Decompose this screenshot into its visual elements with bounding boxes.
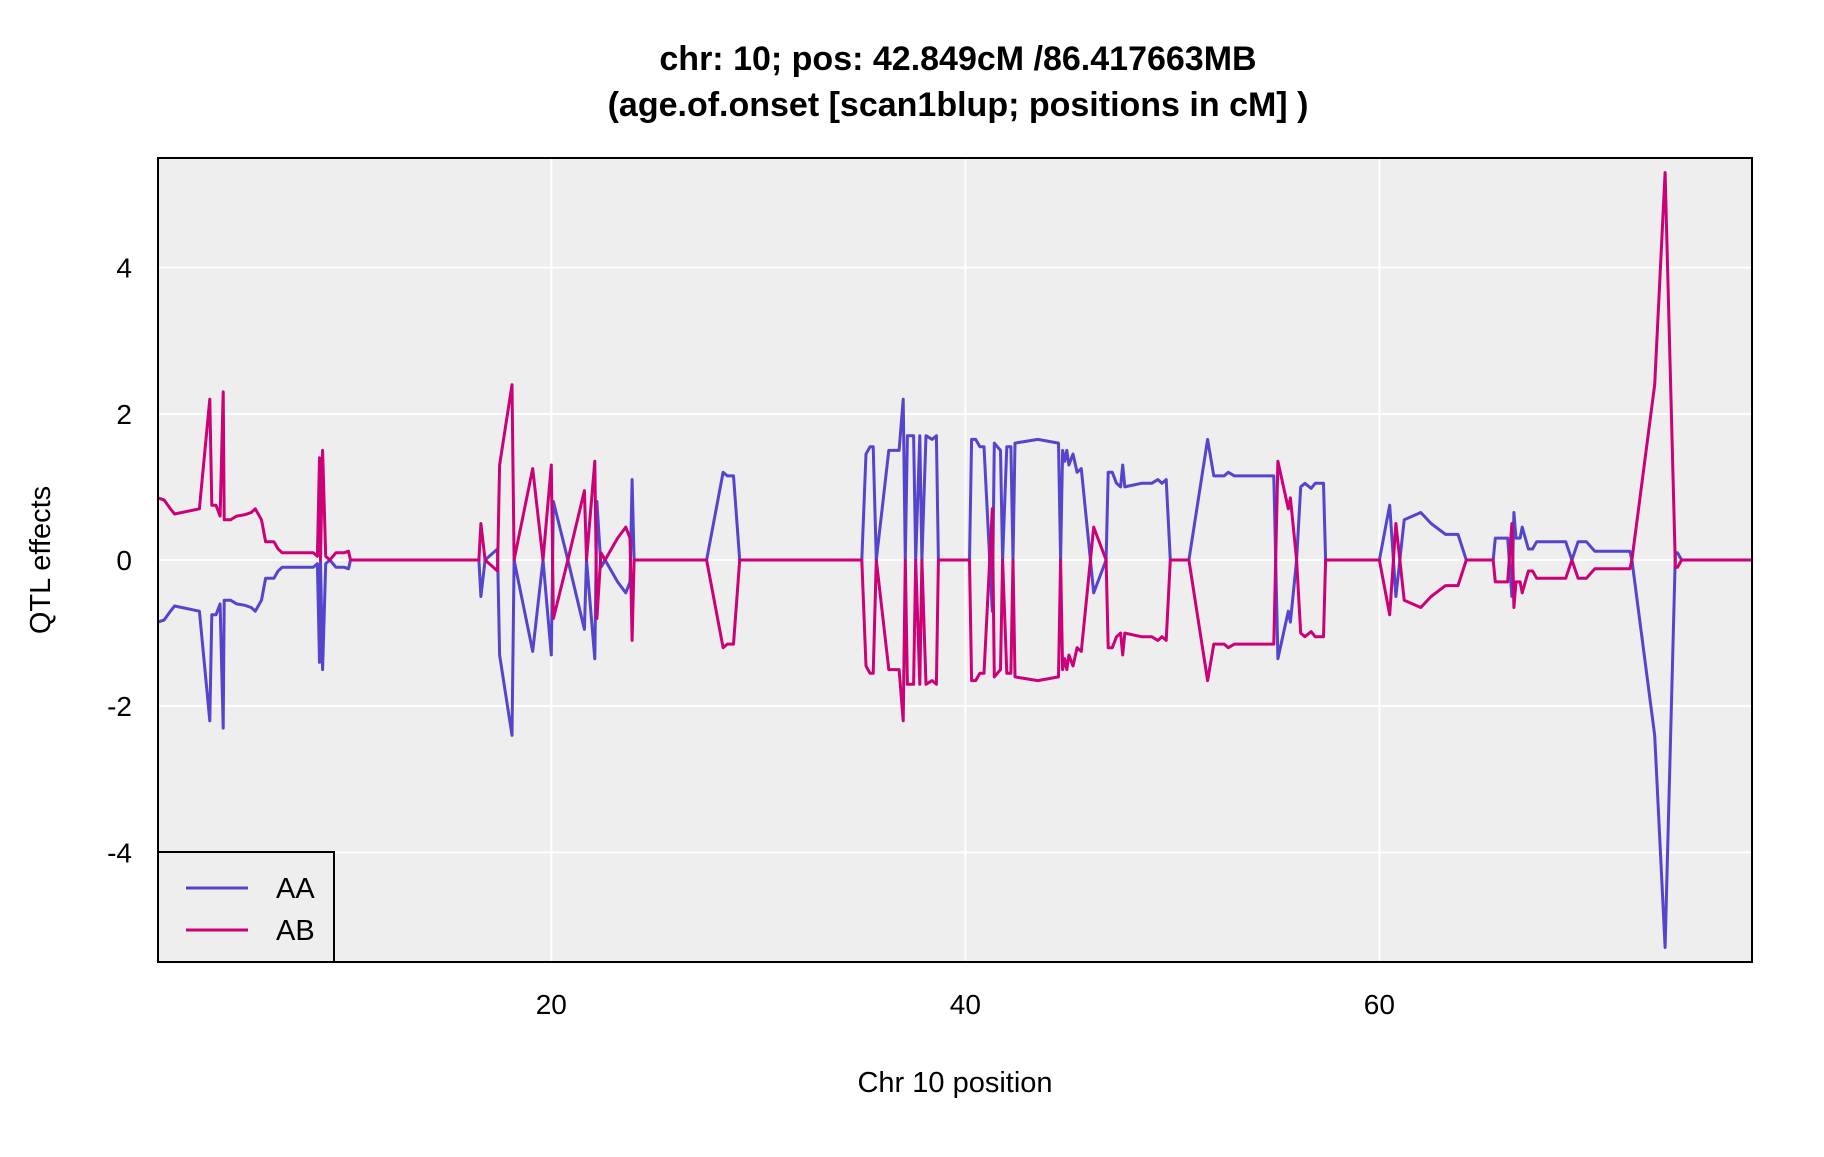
legend-box [157,851,335,963]
series-line-aa [157,397,1752,949]
legend-label-aa: AA [276,873,315,905]
chart-title: chr: 10; pos: 42.849cM /86.417663MB (age… [608,40,1309,124]
legend: AA AB [157,851,335,963]
y-tick-label-1: -2 [107,691,132,722]
x-axis-ticks: 20 40 60 [536,989,1395,1020]
y-tick-label-3: 2 [116,399,132,430]
y-axis-label: QTL effects [25,486,57,634]
chart-title-line-1: chr: 10; pos: 42.849cM /86.417663MB [659,40,1256,78]
chart-title-line-2: (age.of.onset [scan1blup; positions in c… [608,86,1309,124]
y-tick-label-2: 0 [116,545,132,576]
y-tick-label-0: -4 [107,837,132,868]
x-axis-label: Chr 10 position [857,1067,1052,1099]
legend-label-ab: AB [276,915,315,947]
plot-border [157,157,1753,963]
y-tick-label-4: 4 [116,253,132,284]
x-tick-label-0: 20 [536,989,567,1020]
y-axis-ticks: -4 -2 0 2 4 [107,253,132,869]
series-line-ab [157,171,1752,723]
series-lines [157,171,1752,949]
x-tick-label-1: 40 [950,989,981,1020]
x-tick-label-2: 60 [1364,989,1395,1020]
